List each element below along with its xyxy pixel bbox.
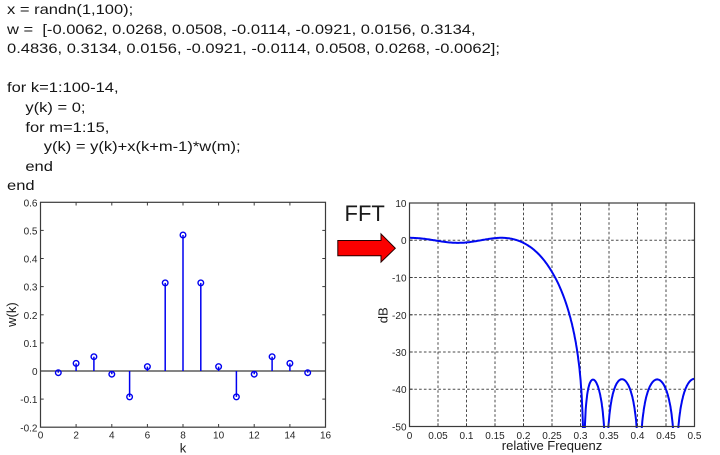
svg-text:0: 0 — [32, 367, 38, 378]
svg-text:0.5: 0.5 — [24, 227, 38, 238]
svg-text:0.4: 0.4 — [631, 431, 645, 442]
svg-text:-0.1: -0.1 — [20, 395, 38, 406]
svg-text:6: 6 — [145, 431, 151, 442]
svg-text:0.45: 0.45 — [656, 431, 676, 442]
svg-text:0: 0 — [401, 236, 407, 247]
svg-text:2: 2 — [73, 431, 79, 442]
svg-text:0.6: 0.6 — [24, 198, 38, 209]
svg-text:10: 10 — [213, 431, 225, 442]
svg-text:0.5: 0.5 — [688, 431, 702, 442]
svg-text:relative Frequenz: relative Frequenz — [502, 438, 602, 453]
svg-text:0: 0 — [407, 431, 413, 442]
svg-text:14: 14 — [284, 431, 296, 442]
svg-text:0.2: 0.2 — [24, 311, 38, 322]
svg-text:0.3: 0.3 — [24, 283, 38, 294]
svg-text:-30: -30 — [392, 348, 407, 359]
svg-text:0.15: 0.15 — [485, 431, 505, 442]
svg-text:4: 4 — [109, 431, 115, 442]
svg-text:0.4: 0.4 — [24, 255, 38, 266]
svg-text:0.1: 0.1 — [460, 431, 474, 442]
svg-text:0.1: 0.1 — [24, 339, 38, 350]
svg-text:0.35: 0.35 — [599, 431, 619, 442]
svg-text:10: 10 — [395, 199, 407, 210]
svg-text:0.25: 0.25 — [542, 431, 562, 442]
svg-text:-40: -40 — [392, 385, 407, 396]
svg-text:-50: -50 — [392, 423, 407, 434]
svg-text:12: 12 — [249, 431, 261, 442]
svg-text:-0.2: -0.2 — [20, 423, 38, 434]
svg-text:8: 8 — [180, 431, 186, 442]
svg-text:0.3: 0.3 — [574, 431, 588, 442]
svg-text:-10: -10 — [392, 274, 407, 285]
svg-text:0: 0 — [38, 431, 44, 442]
svg-text:w(k): w(k) — [4, 302, 19, 328]
svg-text:0.2: 0.2 — [517, 431, 531, 442]
svg-text:16: 16 — [320, 431, 332, 442]
svg-text:0.05: 0.05 — [428, 431, 448, 442]
svg-text:-20: -20 — [392, 311, 407, 322]
svg-text:dB: dB — [376, 307, 391, 323]
svg-text:k: k — [180, 441, 187, 455]
